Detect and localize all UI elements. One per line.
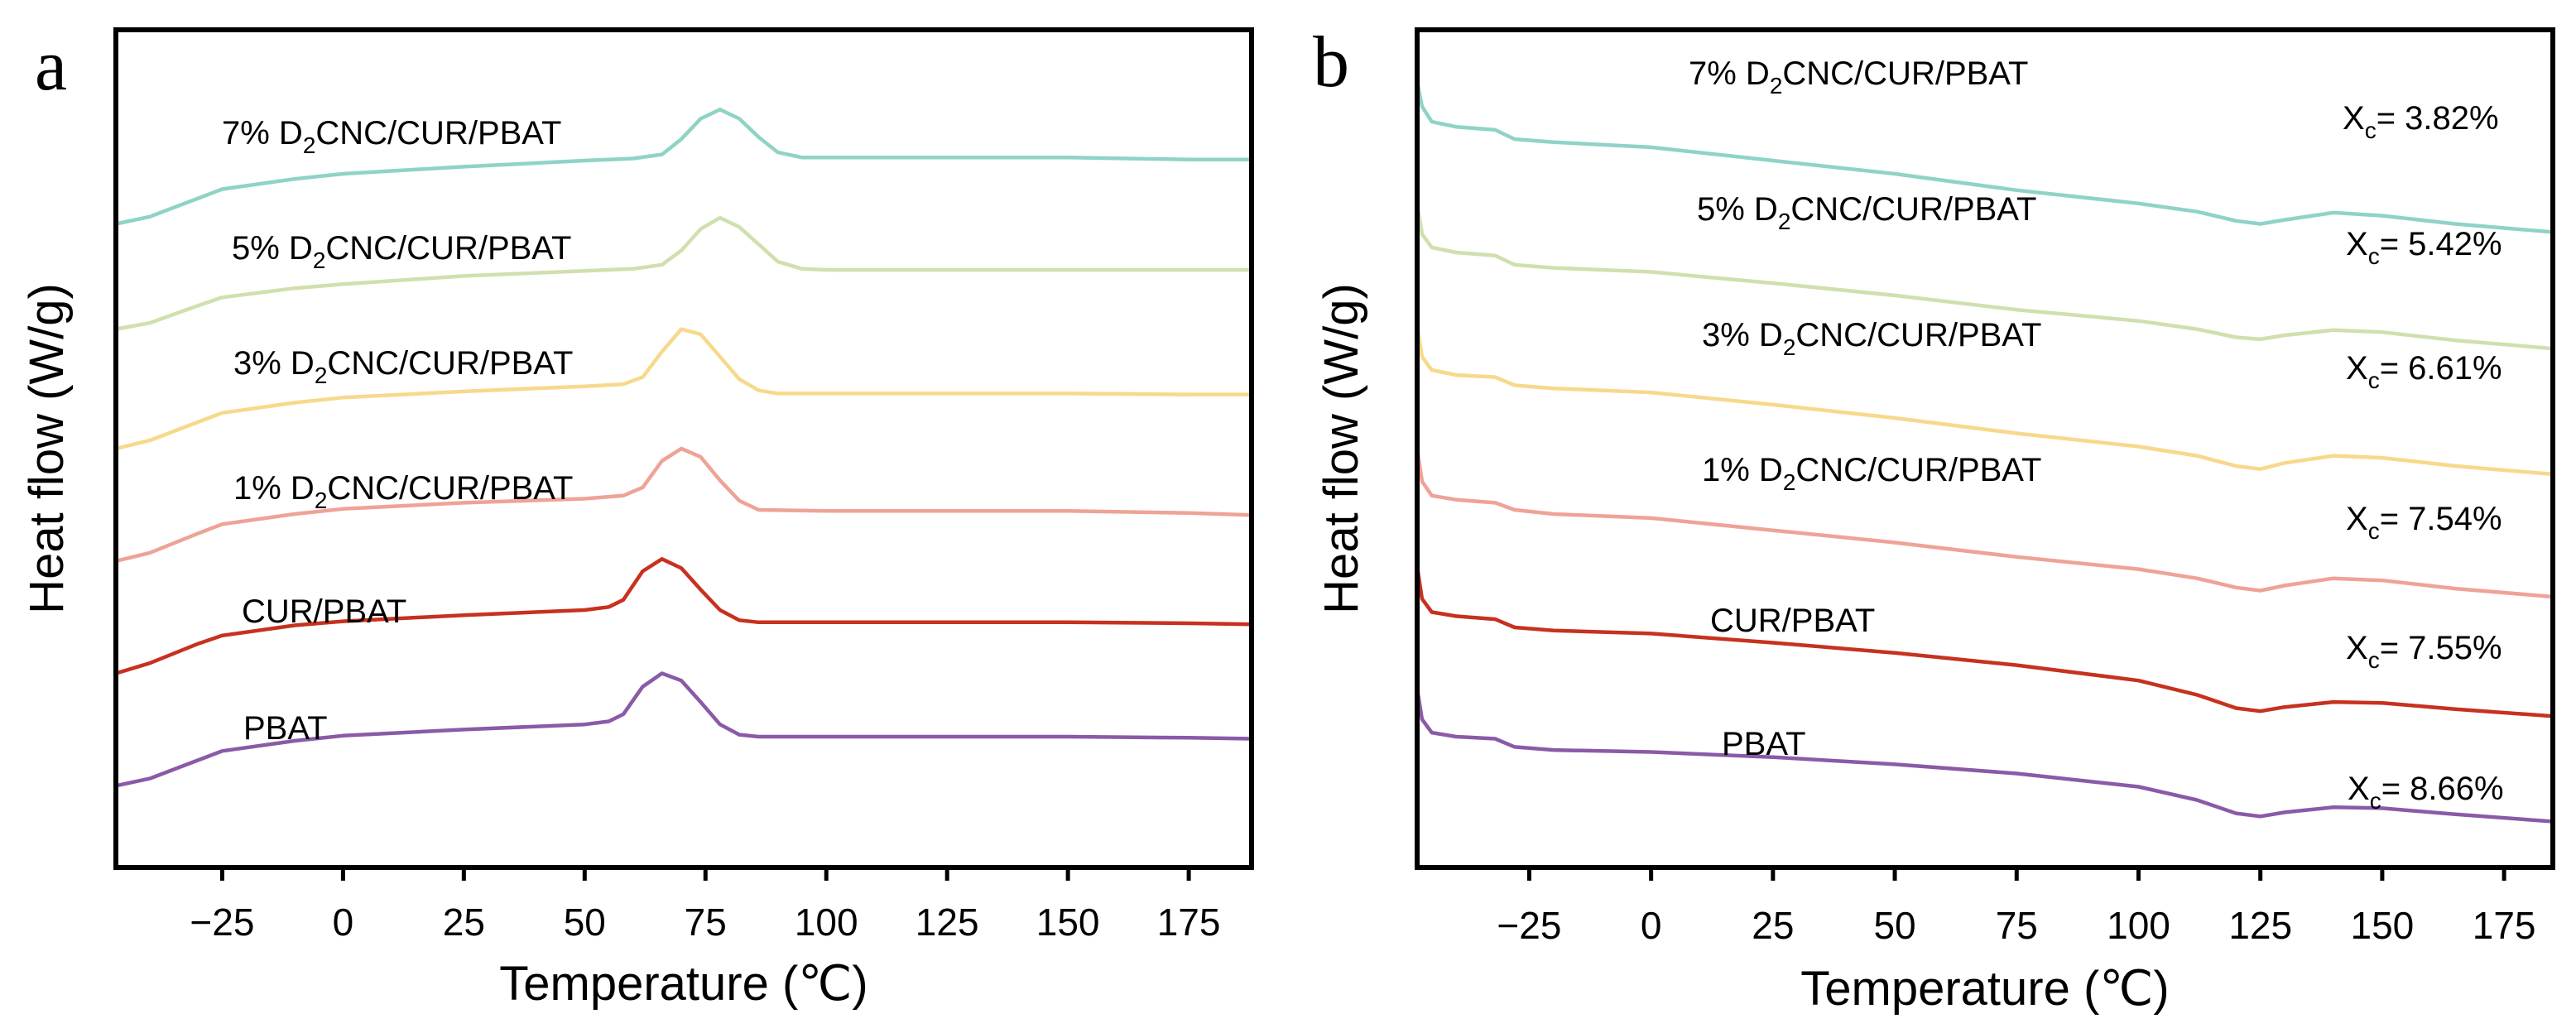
series-label-1: 7% D2CNC/CUR/PBAT [222, 115, 561, 158]
x-tick-label: 75 [685, 901, 727, 944]
series-line-2 [1415, 201, 2555, 351]
series-line-1 [113, 108, 1254, 226]
crystallinity-label-5: Xc= 7.55% [2346, 630, 2502, 673]
crystallinity-label-2: Xc= 5.42% [2346, 226, 2502, 269]
series-line-5 [1415, 564, 2555, 718]
x-tick-label: −25 [190, 901, 254, 944]
x-tick-label: 150 [1036, 901, 1100, 944]
series-line-3 [113, 327, 1254, 451]
series-label-1: 7% D2CNC/CUR/PBAT [1689, 55, 2028, 98]
x-axis-title: Temperature (℃) [499, 957, 867, 1011]
x-tick-label: 50 [564, 901, 606, 944]
plot-frame [113, 27, 1254, 870]
x-tick-label: 75 [1996, 904, 2038, 947]
series-label-2: 5% D2CNC/CUR/PBAT [232, 230, 571, 273]
series-label-3: 3% D2CNC/CUR/PBAT [233, 345, 573, 388]
x-tick-label: 25 [1752, 904, 1794, 947]
x-axis-title: Temperature (℃) [1800, 962, 2169, 1016]
series-line-4 [113, 446, 1254, 564]
series-line-5 [113, 557, 1254, 675]
x-tick-label: 50 [1873, 904, 1915, 947]
series-label-6: PBAT [1722, 726, 1806, 762]
x-tick-label: 25 [443, 901, 485, 944]
series-label-5: CUR/PBAT [1710, 603, 1875, 639]
series-label-5: CUR/PBAT [242, 593, 406, 630]
series-line-2 [113, 215, 1254, 331]
series-label-2: 5% D2CNC/CUR/PBAT [1697, 191, 2036, 234]
crystallinity-label-6: Xc= 8.66% [2348, 771, 2504, 814]
crystallinity-label-3: Xc= 6.61% [2346, 350, 2502, 393]
series-line-1 [1415, 79, 2555, 234]
x-tick-label: 125 [916, 901, 979, 944]
series-line-3 [1415, 324, 2555, 477]
series-line-6 [1415, 686, 2555, 824]
series-label-4: 1% D2CNC/CUR/PBAT [1702, 452, 2041, 495]
series-line-6 [113, 671, 1254, 788]
x-tick-label: 125 [2228, 904, 2292, 947]
panel-b: b −25 0 25 50 75 100 125 150 175 Temperature (℃) He… [1313, 22, 2555, 1016]
panel-letter: b [1313, 22, 1349, 103]
panel-a: a −25 0 25 50 75 100 125 150 175 Temperature (℃) He… [20, 26, 1254, 1011]
plot-frame [1415, 27, 2555, 870]
crystallinity-label-4: Xc= 7.54% [2346, 501, 2502, 544]
series-label-4: 1% D2CNC/CUR/PBAT [233, 470, 573, 513]
x-tick-label: 100 [2107, 904, 2170, 947]
x-tick-label: 0 [1641, 904, 1662, 947]
series-label-3: 3% D2CNC/CUR/PBAT [1702, 317, 2041, 360]
x-tick-label: 150 [2351, 904, 2415, 947]
series-line-4 [1415, 446, 2555, 599]
x-tick-label: 100 [795, 901, 858, 944]
y-axis-title: Heat flow (W/g) [1314, 283, 1368, 614]
panel-letter: a [35, 26, 67, 106]
series-label-6: PBAT [243, 710, 328, 747]
crystallinity-label-1: Xc= 3.82% [2343, 100, 2499, 143]
x-tick-label: 175 [1157, 901, 1221, 944]
x-tick-label: 0 [333, 901, 354, 944]
x-tick-label: 175 [2473, 904, 2536, 947]
y-axis-title: Heat flow (W/g) [20, 283, 74, 614]
x-tick-label: −25 [1497, 904, 1561, 947]
